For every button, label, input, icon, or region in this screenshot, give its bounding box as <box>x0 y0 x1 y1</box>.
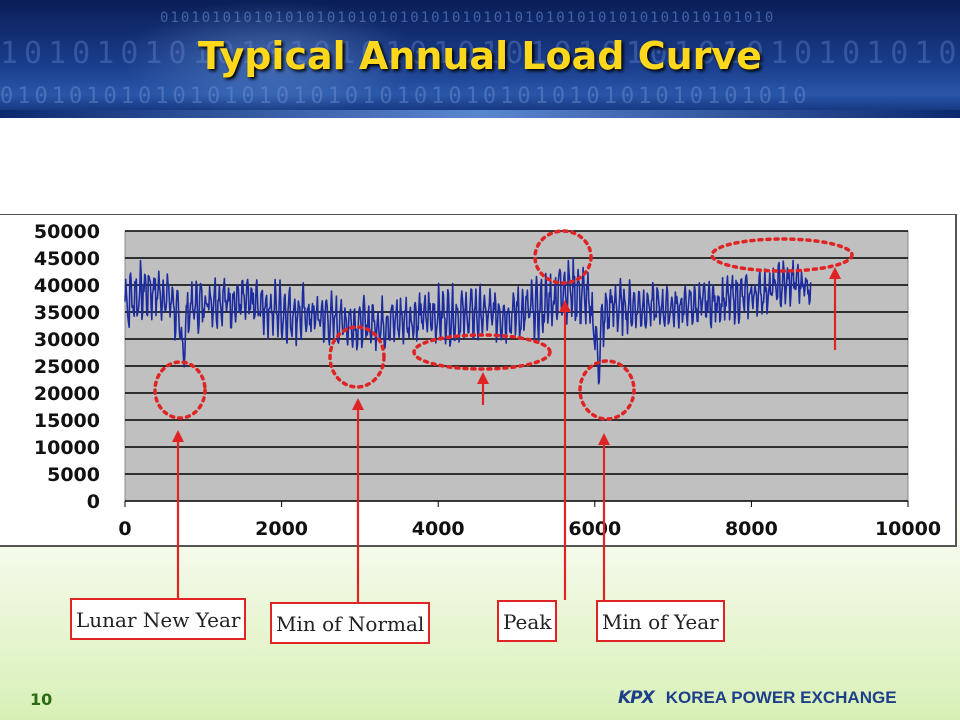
highlight-min-of-year <box>578 359 636 421</box>
x-tick-label: 6000 <box>568 518 621 540</box>
header-banner: 0101010101010101010101010101010101010101… <box>0 0 960 118</box>
y-tick-label: 30000 <box>34 329 100 351</box>
annotation-min-of-normal: Min of Normal <box>270 602 431 644</box>
highlight-year-end <box>710 237 854 273</box>
binary-pattern-bottom: 0101010101010101010101010101010101010101… <box>0 84 811 109</box>
annotation-peak: Peak <box>497 600 558 642</box>
y-tick-label: 10000 <box>34 437 100 459</box>
page-title: Typical Annual Load Curve <box>198 34 762 78</box>
x-tick-label: 0 <box>118 518 131 540</box>
org-name: KOREA POWER EXCHANGE <box>665 688 897 707</box>
y-tick-label: 35000 <box>34 302 100 324</box>
series-line <box>124 257 812 385</box>
highlight-peak <box>533 229 593 285</box>
y-tick-label: 40000 <box>34 275 100 297</box>
y-tick-label: 25000 <box>34 356 100 378</box>
y-tick-label: 5000 <box>47 464 100 486</box>
annotation-highlights <box>153 229 854 421</box>
binary-pattern-top: 0101010101010101010101010101010101010101… <box>160 10 776 26</box>
kpx-logo: KPX <box>618 688 655 708</box>
y-tick-label: 45000 <box>34 248 100 270</box>
banner-glow <box>120 0 420 118</box>
x-tick-label: 4000 <box>412 518 465 540</box>
highlight-min-of-normal <box>328 325 386 389</box>
load-curve-chart: 0500010000150002000025000300003500040000… <box>0 214 957 547</box>
y-tick-label: 50000 <box>34 221 100 243</box>
x-axis-ticks: 0 2000 4000 6000 8000 10000 <box>118 501 941 540</box>
y-tick-label: 15000 <box>34 410 100 432</box>
highlight-normal-band <box>412 333 552 371</box>
highlight-lunar-new-year <box>153 360 207 420</box>
footer-brand: KPX KOREA POWER EXCHANGE <box>618 683 897 713</box>
load-series <box>124 257 812 385</box>
annotation-lunar-new-year: Lunar New Year <box>70 598 247 640</box>
y-tick-label: 0 <box>87 491 100 513</box>
annotation-min-of-year: Min of Year <box>596 600 725 642</box>
y-tick-label: 20000 <box>34 383 100 405</box>
x-tick-label: 2000 <box>255 518 308 540</box>
binary-pattern-middle: 1010101010101010101010101010101010101010 <box>0 36 960 71</box>
y-axis-ticks: 0 5000 10000 15000 20000 25000 30000 35000 40000… <box>34 221 100 513</box>
banner-strip <box>0 110 960 118</box>
page-number: 10 <box>30 690 53 709</box>
x-tick-label: 8000 <box>725 518 778 540</box>
x-tick-label: 10000 <box>875 518 941 540</box>
